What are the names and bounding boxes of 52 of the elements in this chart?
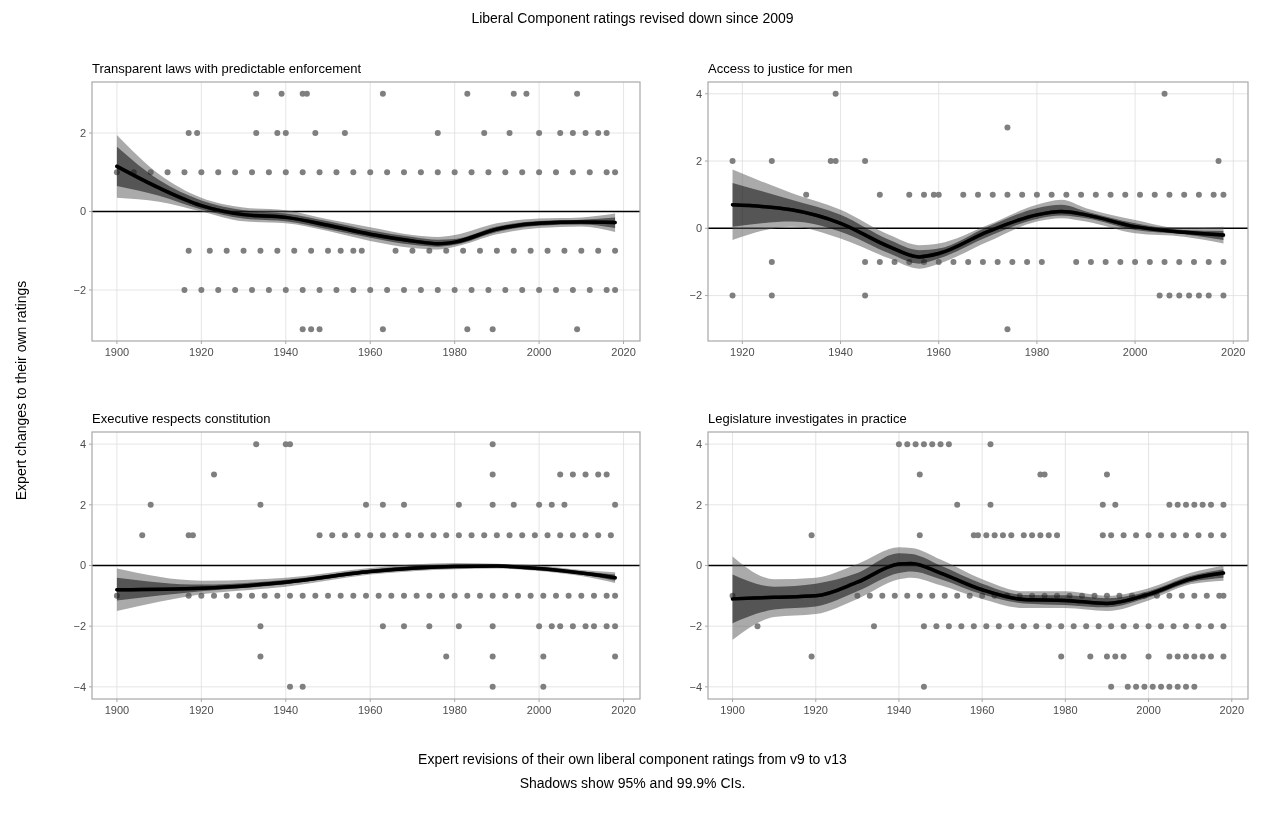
y-tick-label: 2 <box>79 498 86 511</box>
y-tick-label: 4 <box>79 437 86 450</box>
chart-title: Transparent laws with predictable enforcement <box>92 61 362 76</box>
x-tick-label: 1940 <box>273 704 299 716</box>
x-tick-label: 1900 <box>104 704 130 716</box>
x-tick-label: 2000 <box>526 704 552 716</box>
x-tick-label: 2020 <box>611 346 636 358</box>
x-tick-label: 1940 <box>886 704 912 716</box>
chart-title: Legislature investigates in practice <box>708 411 907 426</box>
y-tick-label: −2 <box>73 620 86 633</box>
x-tick-label: 1980 <box>442 704 467 716</box>
y-tick-label: −4 <box>689 680 702 693</box>
y-tick-label: 0 <box>695 559 702 572</box>
chart-title: Access to justice for men <box>708 61 853 76</box>
x-tick-label: 1980 <box>1024 346 1050 358</box>
x-tick-label: 1980 <box>442 346 467 358</box>
y-tick-label: −2 <box>73 283 86 296</box>
text: Expert changes to their own ratings <box>13 280 29 501</box>
x-tick-label: 1920 <box>189 346 214 358</box>
y-tick-label: 4 <box>695 437 702 450</box>
x-tick-label: 2000 <box>1122 346 1148 358</box>
x-tick-label: 1900 <box>720 704 745 716</box>
y-tick-label: −2 <box>689 620 702 633</box>
y-tick-label: −4 <box>73 680 86 693</box>
x-tick-label: 1900 <box>104 346 130 358</box>
x-tick-label: 1960 <box>969 704 995 716</box>
x-tick-label: 2000 <box>1136 704 1161 716</box>
x-tick-label: 1960 <box>357 346 383 358</box>
x-tick-label: 1960 <box>926 346 951 358</box>
x-tick-label: 1940 <box>273 346 299 358</box>
x-tick-label: 1920 <box>803 704 828 716</box>
text: Expert revisions of their own liberal component ratings from v9 to v13 <box>418 751 848 767</box>
y-tick-label: 2 <box>695 154 702 167</box>
text: Liberal Component ratings revised down since 2009 <box>471 10 794 26</box>
x-tick-label: 1920 <box>189 704 214 716</box>
y-tick-label: 4 <box>695 87 702 100</box>
x-tick-label: 2020 <box>611 704 636 716</box>
x-tick-label: 1920 <box>730 346 755 358</box>
x-tick-label: 2000 <box>526 346 552 358</box>
y-tick-label: −2 <box>689 289 702 302</box>
y-tick-label: 2 <box>79 126 86 139</box>
x-tick-label: 1980 <box>1053 704 1078 716</box>
x-tick-label: 1940 <box>828 346 853 358</box>
y-tick-label: 0 <box>79 559 86 572</box>
chart-title: Executive respects constitution <box>92 411 271 426</box>
x-tick-label: 2020 <box>1219 704 1245 716</box>
y-tick-label: 0 <box>695 222 702 235</box>
text: Shadows show 95% and 99.9% CIs. <box>519 775 746 791</box>
y-tick-label: 2 <box>695 498 702 511</box>
x-tick-label: 1960 <box>357 704 383 716</box>
x-tick-label: 2020 <box>1221 346 1246 358</box>
y-tick-label: 0 <box>79 205 86 218</box>
